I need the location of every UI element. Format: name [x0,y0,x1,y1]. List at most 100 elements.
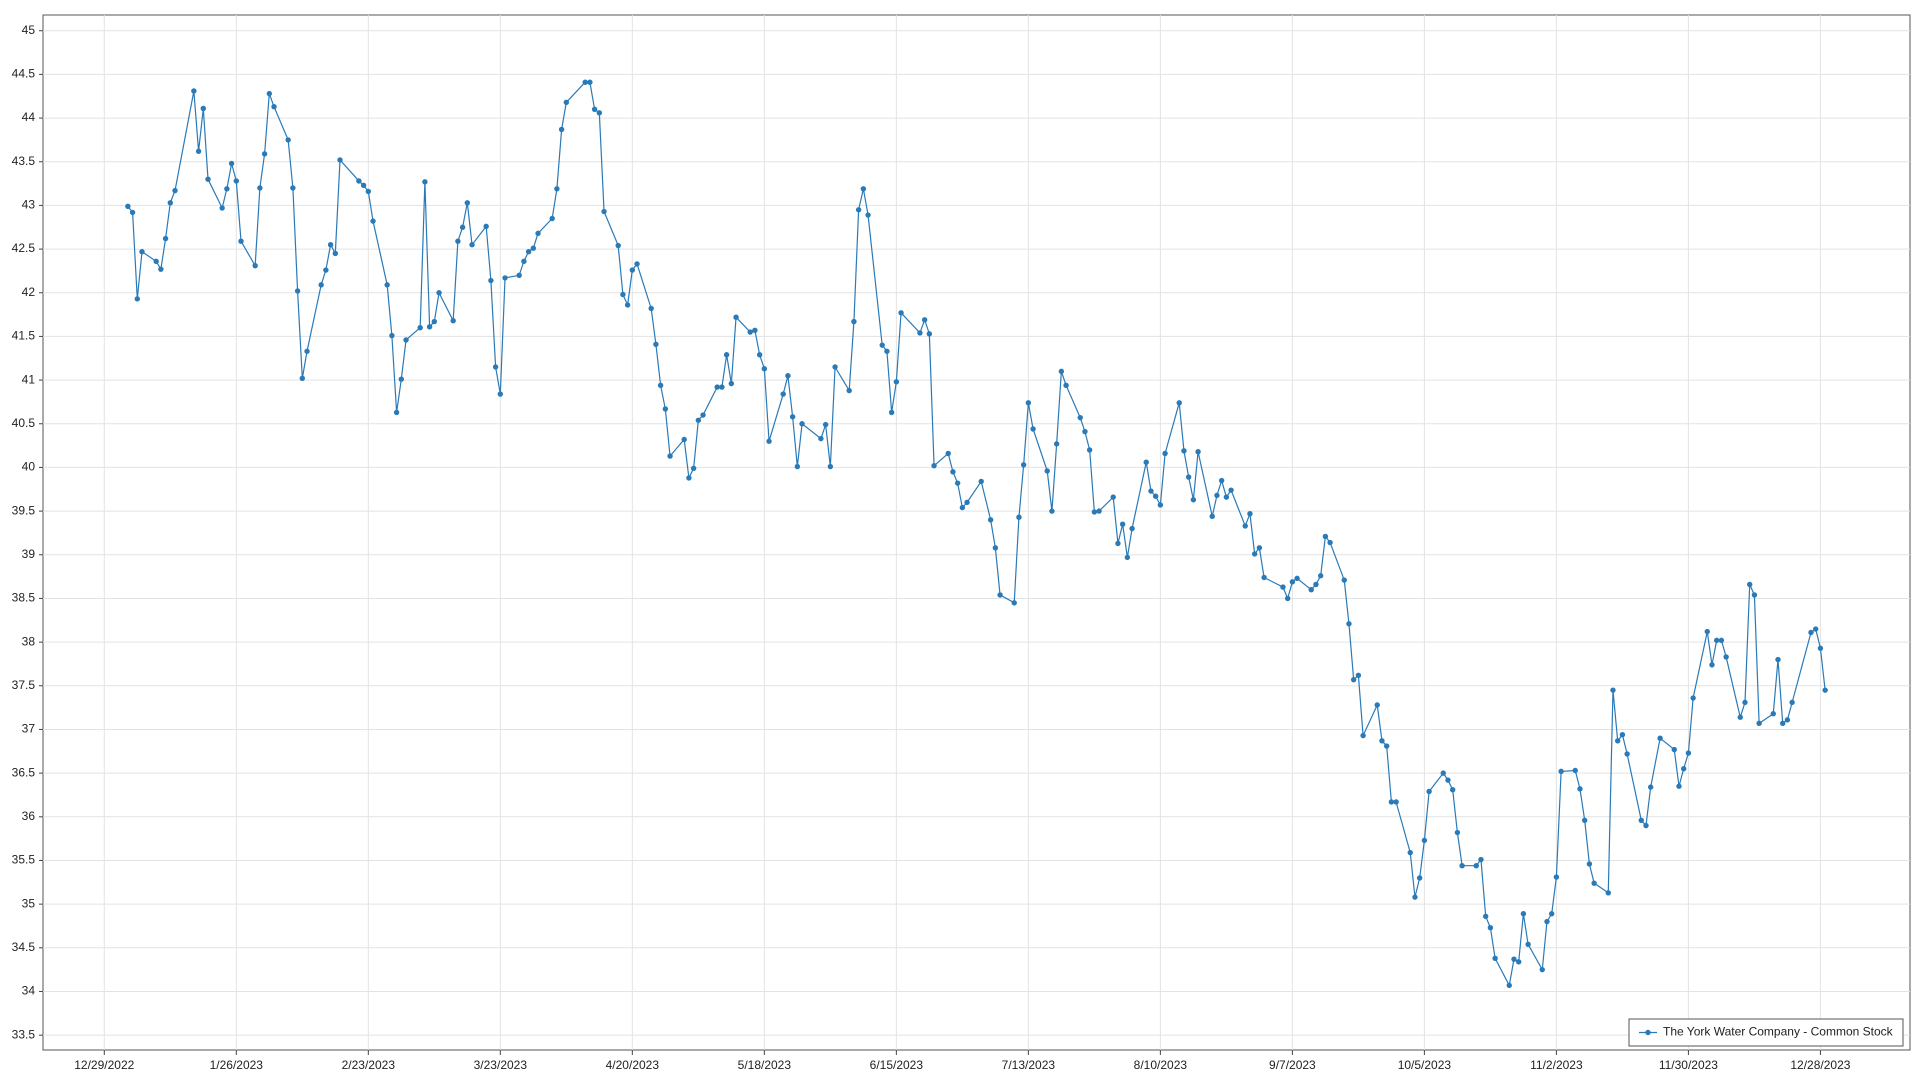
data-point [1511,956,1517,962]
x-tick-label: 11/2/2023 [1530,1058,1583,1072]
y-tick-label: 43.5 [12,154,36,168]
data-point [1614,738,1621,744]
data-point [318,282,324,288]
x-tick-label: 5/18/2023 [738,1058,792,1072]
data-point [1808,629,1814,636]
y-tick-label: 34 [22,984,36,998]
data-point [1789,699,1795,706]
data-point [959,504,966,511]
data-point [780,391,786,397]
data-point [926,331,933,337]
x-tick-label: 2/23/2023 [342,1058,396,1072]
data-point [1525,941,1531,948]
x-tick-label: 8/10/2023 [1134,1058,1188,1072]
data-point [794,463,801,470]
data-point [987,517,994,523]
data-point [1492,955,1498,961]
data-point [431,318,438,325]
data-point [1544,918,1550,925]
data-point [851,318,857,325]
data-point [219,205,225,211]
data-point [1671,746,1677,753]
data-point [370,218,376,224]
data-point [1360,732,1366,739]
y-tick-label: 39 [22,547,36,561]
data-point [785,373,791,379]
data-point [521,258,527,265]
data-point [549,215,555,222]
data-point [888,409,895,416]
data-point [1388,799,1395,805]
data-point [723,352,730,358]
data-point [1506,982,1512,989]
data-point [1638,817,1644,823]
data-point [950,469,956,475]
data-point [700,412,706,418]
data-point [1619,731,1626,738]
data-point [1379,738,1385,744]
data-point [1747,581,1753,588]
data-point [1350,676,1357,683]
data-point [1294,575,1300,582]
data-point [733,314,739,320]
data-point [563,99,570,106]
data-point [1082,428,1088,435]
data-point [945,450,951,457]
data-point [997,592,1003,598]
data-point [1256,545,1263,551]
data-point [1426,788,1432,795]
data-point [1412,894,1418,900]
data-point [1214,492,1220,499]
data-point [1605,890,1611,896]
data-point [1515,959,1522,965]
data-point [323,267,329,273]
x-tick-label: 12/28/2023 [1790,1058,1850,1072]
data-point [1775,656,1781,663]
data-point [1355,672,1362,679]
data-point [695,417,702,423]
data-point [252,262,258,269]
data-point [1190,497,1197,503]
data-point [898,310,904,316]
data-point [1416,875,1423,881]
data-point [1063,382,1069,389]
data-point [1704,628,1710,635]
data-point [1713,637,1720,644]
y-tick-label: 36.5 [12,765,36,779]
y-tick-label: 44 [22,110,36,124]
data-point [1030,426,1036,432]
data-point [634,261,640,267]
data-point [502,275,508,281]
y-tick-label: 41.5 [12,329,36,343]
data-point [1624,751,1630,757]
x-tick-label: 1/26/2023 [210,1058,264,1072]
x-tick-label: 7/13/2023 [1002,1058,1056,1072]
data-point [1327,539,1333,546]
data-point [1261,574,1267,581]
data-point [789,414,796,420]
data-point [1454,829,1461,836]
y-tick-label: 39.5 [12,503,36,517]
data-point [893,379,900,385]
data-point [1152,493,1159,499]
data-point [398,376,405,382]
x-tick-label: 12/29/2022 [74,1058,134,1072]
data-point [1690,695,1696,701]
data-point [1317,573,1324,579]
data-point [1539,966,1545,973]
data-point [1228,487,1234,493]
data-point [1553,874,1560,880]
data-point [1284,595,1291,602]
data-point [931,462,937,469]
data-point [1223,494,1230,500]
data-point [153,258,159,265]
data-point [752,327,758,334]
y-tick-label: 38 [22,634,36,648]
data-point [327,242,334,248]
data-point [1308,587,1314,593]
data-point [1581,817,1588,823]
data-point [422,179,428,185]
data-point [582,79,588,85]
data-point [1218,477,1225,484]
data-point [304,348,310,354]
